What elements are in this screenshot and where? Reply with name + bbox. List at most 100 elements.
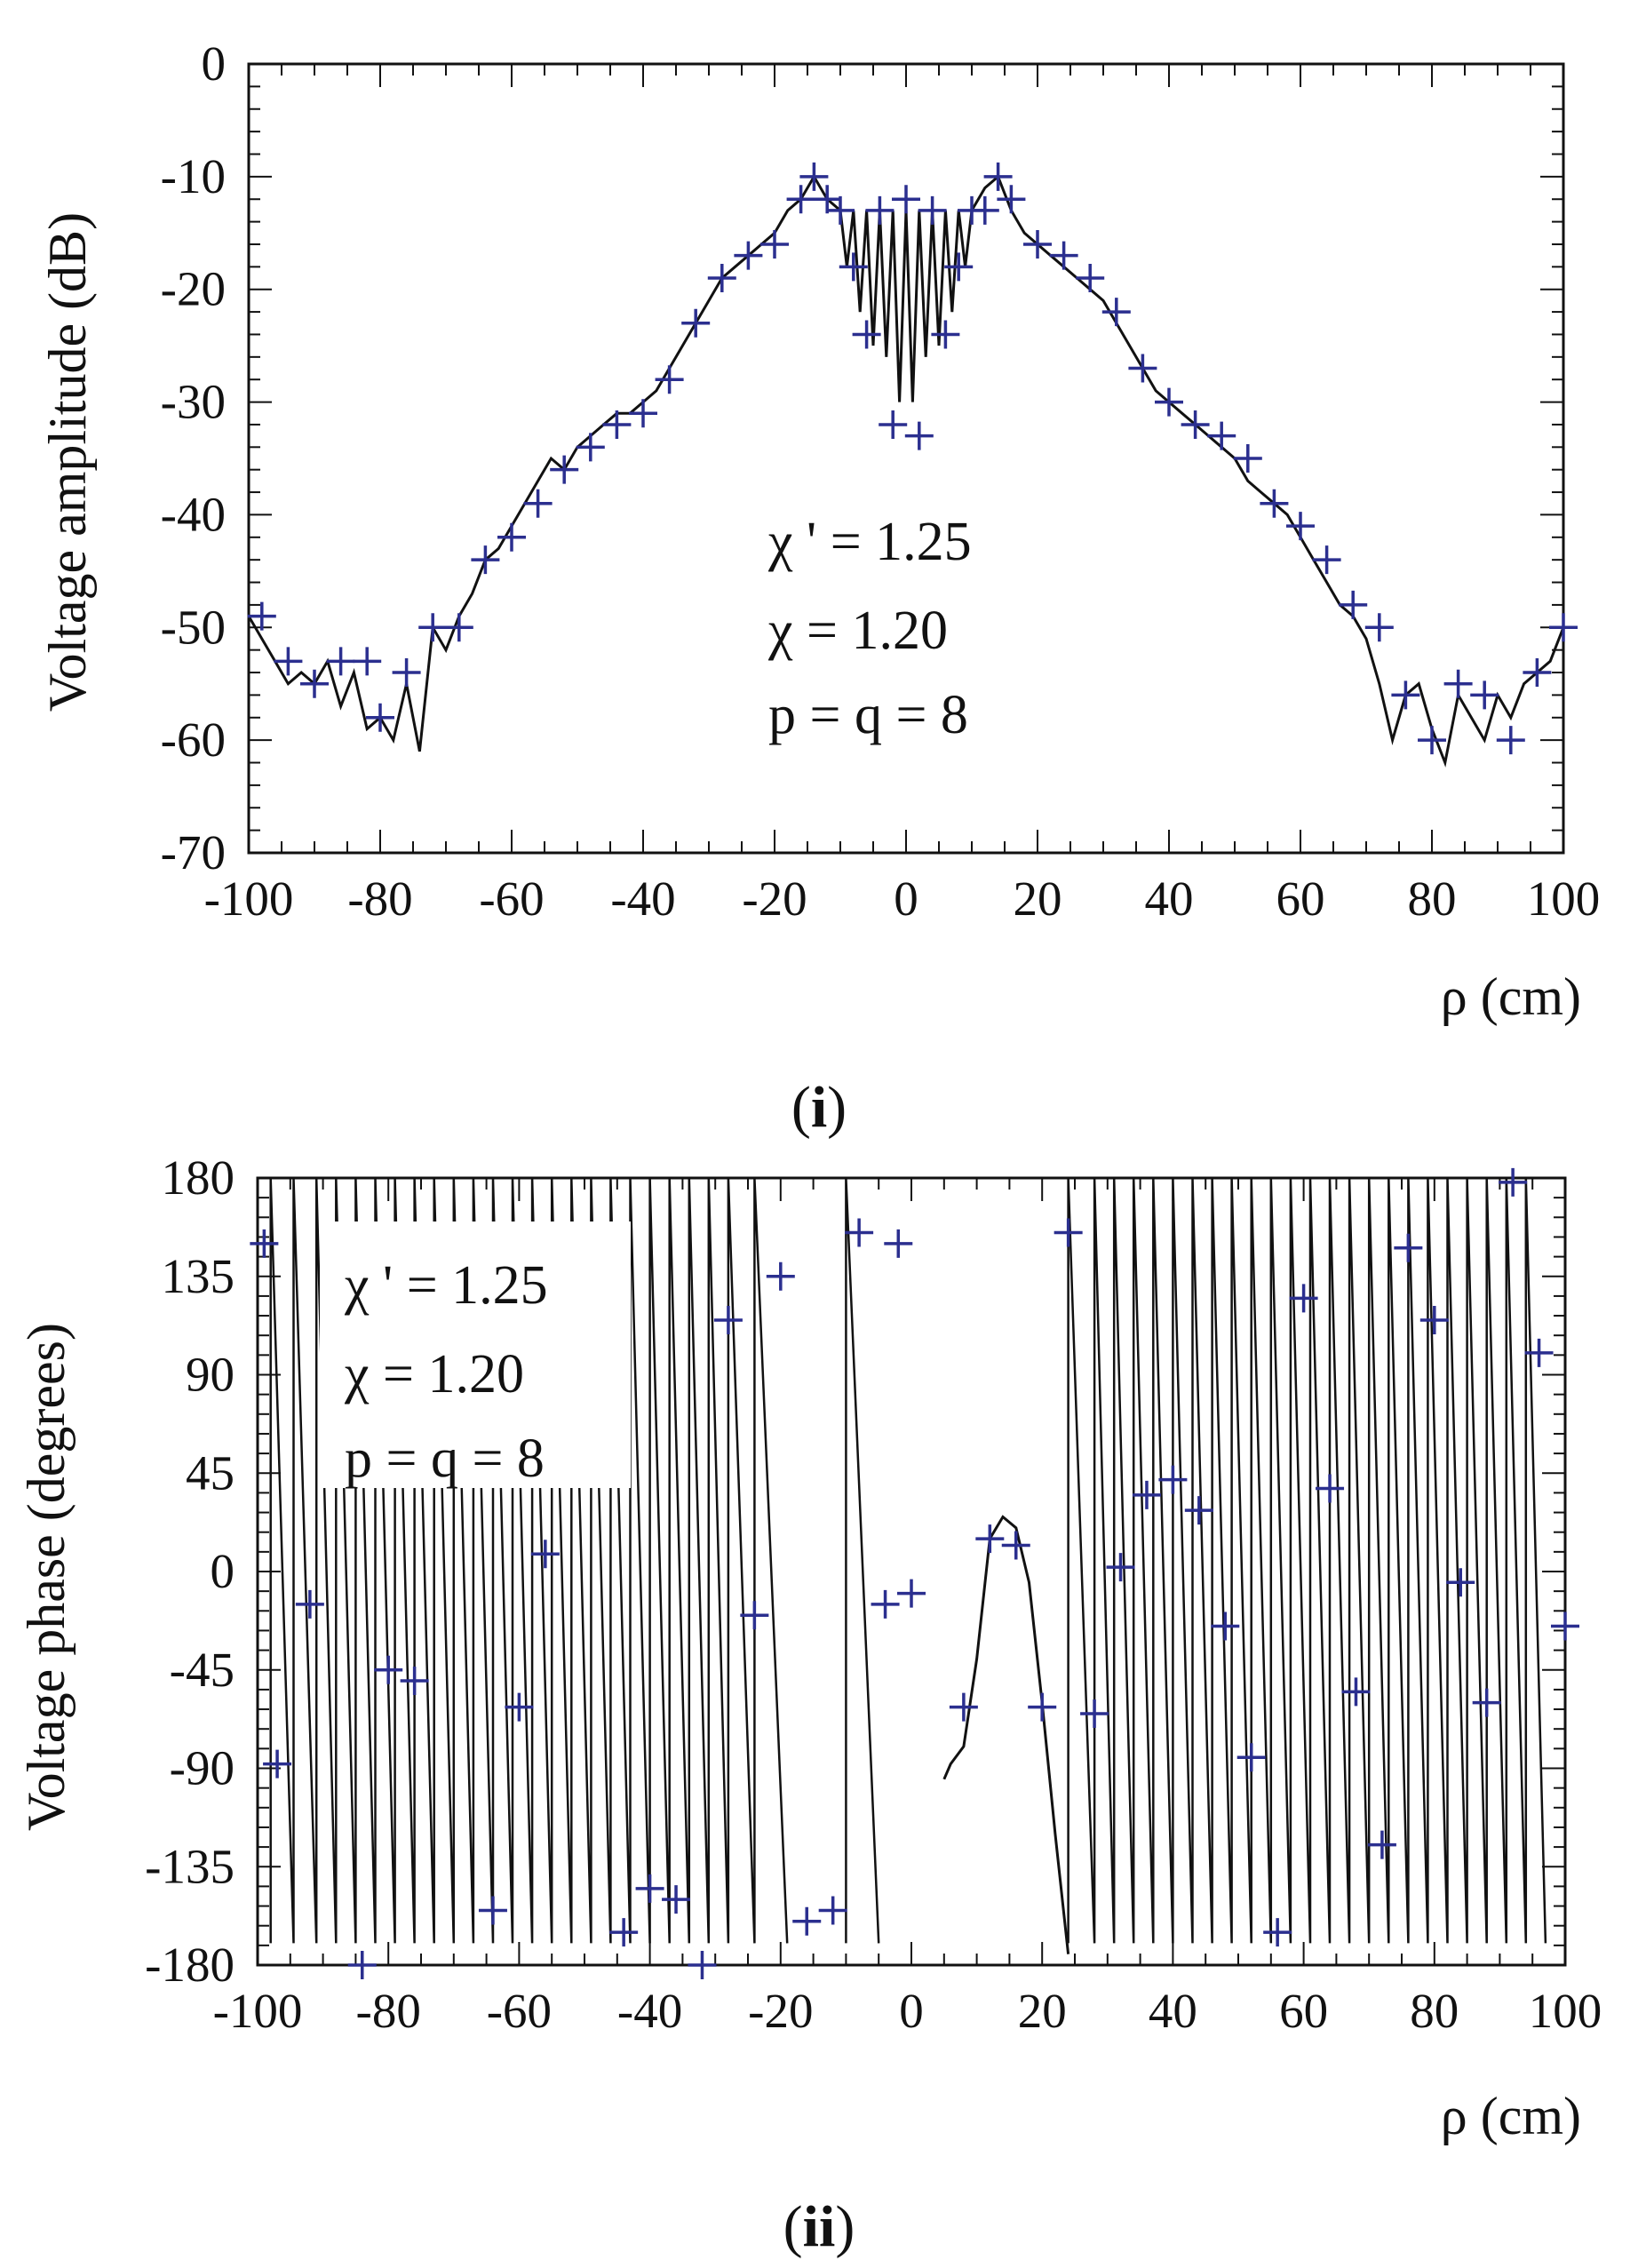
panel-i-data-point: [1181, 410, 1210, 439]
panel-i-data-point: [734, 241, 763, 270]
panel-i-x-tick-label: -20: [742, 871, 807, 926]
panel-i-data-point: [353, 647, 382, 676]
panel-i-data-point: [1207, 421, 1236, 450]
panel-ii-data-point: [740, 1601, 769, 1630]
panel-i-data-point: [918, 195, 947, 225]
panel-ii-series-central: [942, 1515, 1070, 1954]
panel-i-x-tick-label: -100: [204, 871, 294, 926]
panel-ii-x-tick-label: 80: [1410, 1984, 1459, 2038]
panel-ii-x-tick-label: -80: [356, 1984, 421, 2038]
panel-ii-labels: Voltage phase (degrees) ρ (cm) χ ' = 1.2…: [17, 1222, 1581, 2259]
panel-i-data-point: [944, 252, 974, 282]
panel-i-x-tick-label: 40: [1145, 871, 1194, 926]
panel-ii-data-point: [688, 1951, 717, 1979]
panel-ii-data-point: [1211, 1611, 1240, 1641]
panel-i-data-point: [523, 489, 553, 518]
panel-ii-x-tick-label: 20: [1018, 1984, 1067, 2038]
panel-ii-data-point: [975, 1524, 1005, 1554]
panel-i-data-point: [1076, 264, 1105, 293]
panel-ii-data-point: [1289, 1284, 1318, 1313]
panel-i-data-point: [786, 185, 815, 214]
panel-i-data-point: [892, 185, 920, 214]
panel-i-data-point: [879, 410, 908, 439]
panel-i-data-point: [326, 647, 355, 676]
panel-ii-data-point: [845, 1218, 874, 1247]
panel-i-data-point: [852, 320, 881, 349]
panel-i-data-point: [1155, 387, 1183, 417]
panel-ii-data-point: [1106, 1553, 1135, 1582]
panel-ii-data-point: [609, 1918, 639, 1947]
panel-i-y-tick-label: -50: [161, 600, 226, 654]
panel-ii-data-point: [1394, 1233, 1423, 1262]
panel-i-data-point: [576, 433, 605, 462]
panel-ii-data-point: [635, 1874, 664, 1903]
panel-ii-x-tick-label: 60: [1279, 1984, 1328, 2038]
panel-ii-data-point: [530, 1540, 560, 1569]
panel-i-data-point: [760, 229, 789, 259]
panel-i-data-point: [839, 252, 868, 282]
panel-i-data-point: [300, 669, 329, 698]
panel-ii-annotation-chi-prime: χ ' = 1.25: [344, 1255, 548, 1316]
panel-ii-data-point: [1184, 1496, 1213, 1525]
panel-i-data-point: [1496, 726, 1525, 755]
panel-ii-data-point: [1341, 1677, 1371, 1707]
panel-ii-data-point: [1263, 1918, 1292, 1947]
panel-i-x-tick-label: 60: [1276, 871, 1325, 926]
panel-i-data-point: [904, 421, 934, 450]
panel-ii-x-tick-label: -40: [617, 1984, 682, 2038]
panel-ii-data-point: [1080, 1699, 1109, 1728]
panel-ii-data-point: [1316, 1474, 1345, 1503]
panel-i-x-tick-label: 100: [1527, 871, 1601, 926]
panel-ii-data-point: [1499, 1167, 1528, 1197]
panel-ii-data-point: [1446, 1568, 1475, 1597]
panel-ii-data-point: [347, 1951, 377, 1979]
panel-ii-series: [250, 1167, 1579, 1979]
panel-i-data-point: [1128, 354, 1157, 383]
panel-i-data-point: [826, 195, 855, 225]
panel-i-labels: Voltage amplitude (dB) ρ (cm) χ ' = 1.25…: [38, 212, 1581, 1140]
panel-ii-data-point: [884, 1229, 913, 1258]
panel-i-data-point: [1101, 298, 1131, 327]
panel-i-data-point: [1391, 680, 1420, 710]
panel-i-data-point: [865, 195, 895, 225]
panel-i-frame-and-ticks: -100 -80 -60 -40 -20 0 20 40 60 80 100 0 -10 -20 -30 -4…: [161, 36, 1601, 926]
panel-i-data-point: [274, 647, 303, 676]
panel-i-annotation-chi-prime: χ ' = 1.25: [767, 512, 972, 572]
panel-ii-x-tick-label: -100: [213, 1984, 303, 2038]
panel-ii-data-point: [818, 1896, 847, 1925]
panel-ii-data-point: [1419, 1305, 1449, 1334]
panel-ii-data-point: [1132, 1480, 1161, 1509]
panel-ii-x-tick-label: -20: [748, 1984, 813, 2038]
panel-i-label-close: ): [827, 1075, 847, 1140]
panel-ii-data-point: [1236, 1743, 1266, 1772]
panel-i-data-point: [629, 399, 657, 428]
panel-ii-data-point: [766, 1261, 795, 1291]
panel-i-data-point: [799, 162, 829, 191]
panel-i-data-point: [247, 601, 276, 631]
panel-i-data-point: [1523, 658, 1552, 688]
panel-ii-y-tick-label: 135: [162, 1249, 235, 1303]
panel-ii-y-tick-label: -90: [170, 1741, 235, 1795]
panel-ii-annotation-pq: p = q = 8: [345, 1428, 545, 1489]
panel-ii-x-tick-label: 100: [1529, 1984, 1602, 2038]
panel-ii-data-point: [871, 1589, 900, 1619]
panel-i-annotation-pq: p = q = 8: [768, 685, 968, 745]
panel-i-data-point: [392, 658, 421, 688]
panel-i-data-point: [497, 522, 526, 552]
panel-ii-series-sawtooth: [269, 1177, 1547, 1944]
panel-i-data-point: [1364, 613, 1394, 642]
panel-ii-xlabel: ρ (cm): [1441, 2087, 1581, 2145]
panel-ii-data-point: [295, 1589, 324, 1619]
panel-i-label: (i): [791, 1075, 847, 1140]
panel-ii-data-point: [662, 1885, 691, 1914]
panel-i-y-tick-label: -60: [161, 712, 226, 767]
panel-ii-data-point: [1028, 1692, 1057, 1722]
panel-ii-data-point: [400, 1667, 429, 1696]
panel-ii-annotation-chi: χ = 1.20: [344, 1344, 524, 1405]
panel-ii-label-open: (: [783, 2194, 803, 2259]
panel-i-data-point: [1049, 241, 1078, 270]
panel-i-series: [247, 162, 1578, 768]
panel-i-xlabel: ρ (cm): [1441, 967, 1581, 1026]
panel-i-data-point: [550, 455, 579, 484]
